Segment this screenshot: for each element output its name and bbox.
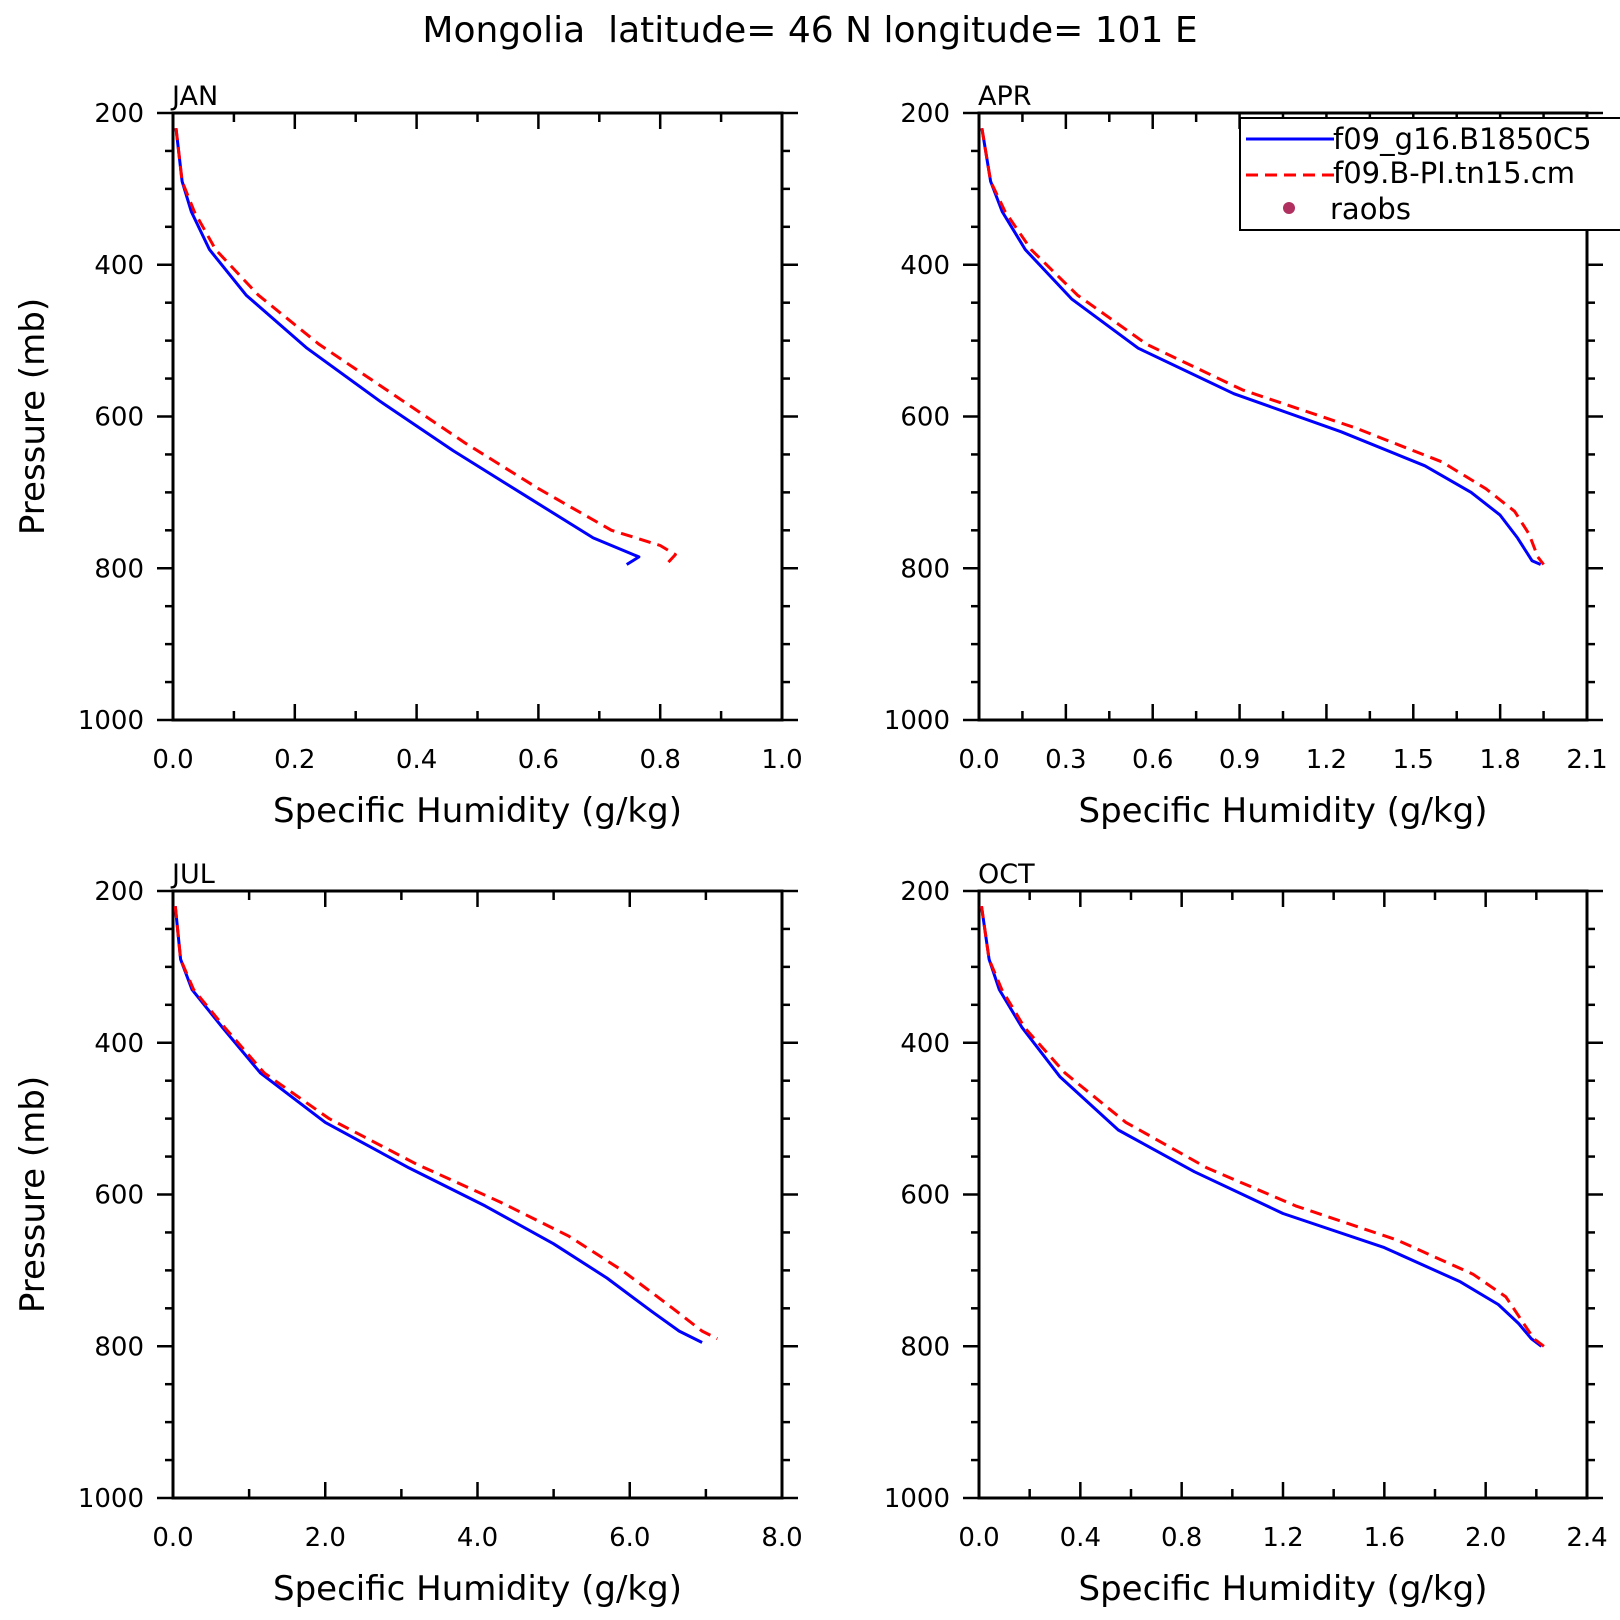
y-tick-label: 400 (900, 251, 950, 281)
y-tick-label: 200 (900, 99, 950, 129)
x-axis-label: Specific Humidity (g/kg) (273, 791, 682, 831)
panel-oct: OCT 0.0 0.4 0.8 1.2 1.6 2.0 2.4 200 400 600 800 1000… (884, 859, 1608, 1609)
panel-label: APR (978, 81, 1032, 112)
x-tick-label: 1.2 (1306, 745, 1347, 775)
panel-label: JUL (170, 859, 215, 890)
x-tick-label: 2.0 (1465, 1523, 1506, 1553)
series-line-model1 (174, 128, 641, 566)
y-tick-label: 1000 (78, 1484, 144, 1514)
panel-jan: JAN 0.0 0.2 0.4 0.6 0.8 1.0 200 400 600 800 1000 Spe… (13, 81, 803, 831)
legend-label-model2: f09.B-PI.tn15.cm (1333, 156, 1575, 190)
series-line-model1 (980, 127, 1542, 566)
y-tick-label: 800 (900, 554, 950, 584)
x-tick-label: 2.4 (1566, 1523, 1607, 1553)
series-line-model2 (173, 906, 718, 1341)
series-line-model1 (980, 905, 1543, 1348)
panels: JAN 0.0 0.2 0.4 0.6 0.8 1.0 200 400 600 800 1000 Spe… (13, 81, 1608, 1609)
series-line-model2 (980, 905, 1545, 1348)
y-tick-label: 200 (900, 877, 950, 907)
panel-label: OCT (978, 859, 1035, 890)
x-tick-label: 2.0 (305, 1523, 346, 1553)
y-tick-label: 600 (94, 1181, 144, 1211)
legend-marker-raobs (1283, 202, 1295, 214)
legend-label-raobs: raobs (1330, 192, 1411, 226)
y-tick-label: 400 (94, 1029, 144, 1059)
y-tick-label: 600 (94, 403, 144, 433)
y-axis-label: Pressure (mb) (13, 298, 53, 535)
y-tick-label: 800 (94, 1332, 144, 1362)
x-tick-label: 0.0 (152, 745, 193, 775)
series-line-model1 (173, 906, 703, 1344)
legend-label-model1: f09_g16.B1850C5 (1333, 122, 1592, 156)
panel-label: JAN (170, 81, 218, 112)
y-tick-label: 800 (94, 554, 144, 584)
x-tick-label: 0.8 (640, 745, 681, 775)
x-tick-label: 0.2 (274, 745, 315, 775)
x-tick-label: 0.8 (1161, 1523, 1202, 1553)
legend: f09_g16.B1850C5 f09.B-PI.tn15.cm raobs (1239, 117, 1620, 231)
y-tick-label: 1000 (884, 1484, 950, 1514)
x-tick-label: 1.6 (1364, 1523, 1405, 1553)
x-tick-label: 4.0 (457, 1523, 498, 1553)
y-tick-label: 600 (900, 1181, 950, 1211)
x-tick-label: 1.5 (1393, 745, 1434, 775)
series-line-model2 (980, 127, 1545, 566)
y-tick-label: 1000 (884, 706, 950, 736)
x-tick-label: 0.9 (1219, 745, 1260, 775)
x-tick-label: 0.0 (958, 1523, 999, 1553)
y-axis-label: Pressure (mb) (13, 1076, 53, 1313)
x-tick-label: 0.4 (396, 745, 437, 775)
x-tick-label: 6.0 (609, 1523, 650, 1553)
x-tick-label: 1.8 (1479, 745, 1520, 775)
x-tick-label: 0.6 (1132, 745, 1173, 775)
panel-jul: JUL 0.0 2.0 4.0 6.0 8.0 200 400 600 800 1000 Specif… (13, 859, 803, 1609)
plot-frame (171, 889, 784, 1500)
y-tick-label: 1000 (78, 706, 144, 736)
y-tick-label: 200 (94, 877, 144, 907)
y-tick-label: 400 (900, 1029, 950, 1059)
plot-frame (171, 111, 784, 722)
x-axis-label: Specific Humidity (g/kg) (1079, 1569, 1488, 1609)
x-tick-label: 0.0 (152, 1523, 193, 1553)
x-tick-label: 0.6 (518, 745, 559, 775)
x-tick-label: 8.0 (761, 1523, 802, 1553)
panel-apr: APR 0.0 0.3 0.6 0.9 1.2 1.5 1.8 2.1 200 400 600 800 1… (884, 81, 1608, 831)
y-tick-label: 800 (900, 1332, 950, 1362)
plot-frame (977, 889, 1589, 1500)
x-tick-label: 2.1 (1566, 745, 1607, 775)
y-tick-label: 400 (94, 251, 144, 281)
figure-title: Mongolia latitude= 46 N longitude= 101 E (422, 10, 1197, 51)
x-tick-label: 1.2 (1262, 1523, 1303, 1553)
x-tick-label: 1.0 (761, 745, 802, 775)
series-line-model2 (174, 128, 677, 566)
x-tick-label: 0.3 (1045, 745, 1086, 775)
x-tick-label: 0.0 (958, 745, 999, 775)
x-axis-label: Specific Humidity (g/kg) (273, 1569, 682, 1609)
x-tick-label: 0.4 (1060, 1523, 1101, 1553)
y-tick-label: 600 (900, 403, 950, 433)
x-axis-label: Specific Humidity (g/kg) (1079, 791, 1488, 831)
y-tick-label: 200 (94, 99, 144, 129)
